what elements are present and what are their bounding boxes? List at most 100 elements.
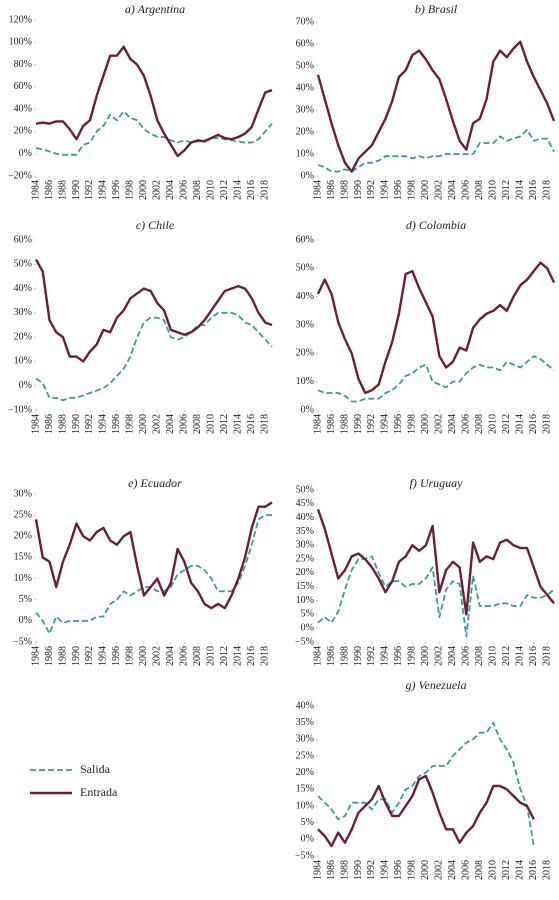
x-tick-label: 2000	[420, 646, 431, 666]
x-tick-label: 1992	[84, 646, 95, 666]
y-tick-label: 5%	[301, 609, 314, 620]
x-tick-label: 2002	[434, 860, 445, 880]
series-line	[317, 355, 555, 403]
x-tick-label: 2008	[474, 860, 485, 880]
x-tick-label: 2006	[461, 180, 472, 200]
x-tick-label: 1992	[366, 860, 377, 880]
x-tick-label: 2008	[474, 180, 485, 200]
x-tick-label: 2014	[515, 860, 526, 880]
x-tick-label: 2016	[528, 646, 539, 666]
x-tick-label: 2006	[179, 180, 190, 200]
x-tick-label: 2002	[434, 414, 445, 434]
x-tick-label: 2014	[515, 414, 526, 434]
x-tick-label: 2004	[165, 180, 176, 200]
y-tick-label: 5%	[19, 594, 32, 605]
y-tick-label: 10%	[296, 800, 314, 811]
x-tick-label: 2000	[138, 414, 149, 434]
series-line	[316, 261, 556, 395]
x-tick-label: 1988	[339, 860, 350, 880]
x-tick-label: 1986	[44, 646, 55, 666]
x-tick-label: 1988	[57, 180, 68, 200]
x-tick-label: 2002	[434, 646, 445, 666]
x-tick-label: 2004	[447, 860, 458, 880]
y-tick-label: 0%	[19, 615, 32, 626]
y-tick-label: 0%	[19, 380, 32, 391]
x-tick-label: 1998	[125, 180, 136, 200]
y-tick-label: 25%	[14, 509, 32, 520]
x-tick-label: 2008	[192, 646, 203, 666]
y-tick-label: 5%	[301, 817, 314, 828]
x-tick-label: 1986	[44, 180, 55, 200]
x-tick-label: 2008	[192, 414, 203, 434]
x-tick-label: 1992	[84, 414, 95, 434]
x-tick-label: 2016	[528, 414, 539, 434]
x-tick-label: 1998	[407, 180, 418, 200]
x-tick-label: 2000	[138, 180, 149, 200]
x-tick-label: 1984	[30, 646, 41, 666]
chart-title: g) Venezuela	[406, 678, 467, 692]
x-tick-label: 2006	[461, 414, 472, 434]
y-tick-label: 20%	[296, 348, 314, 359]
y-tick-label: 40%	[296, 82, 314, 93]
y-tick-label: 40%	[296, 291, 314, 302]
legend-label: Salida	[80, 762, 111, 776]
x-tick-label: 2018	[542, 180, 553, 200]
x-tick-label: 2000	[138, 646, 149, 666]
series-line	[317, 774, 535, 848]
x-tick-label: 1984	[30, 414, 41, 434]
series-line	[35, 514, 272, 635]
x-tick-label: 1986	[326, 860, 337, 880]
x-tick-label: 2018	[542, 860, 553, 880]
y-tick-label: 40%	[296, 512, 314, 523]
x-tick-label: 2010	[488, 860, 499, 880]
x-tick-label: 2004	[165, 646, 176, 666]
x-tick-label: 2010	[206, 646, 217, 666]
x-tick-label: 2002	[152, 414, 163, 434]
y-tick-label: 10%	[296, 376, 314, 387]
series-line	[35, 311, 273, 402]
x-tick-label: 1992	[366, 414, 377, 434]
x-tick-label: 2012	[501, 180, 512, 200]
x-tick-label: 1990	[353, 646, 364, 666]
y-tick-label: 0%	[301, 834, 314, 845]
x-tick-label: 2006	[179, 414, 190, 434]
chart-title: a) Argentina	[125, 2, 185, 16]
x-tick-label: 1988	[339, 414, 350, 434]
x-tick-label: 1990	[71, 414, 82, 434]
x-tick-label: 1992	[366, 646, 377, 666]
x-tick-label: 2004	[447, 414, 458, 434]
chart-title: e) Ecuador	[128, 476, 182, 490]
x-tick-label: 1986	[326, 180, 337, 200]
x-tick-label: 2004	[447, 180, 458, 200]
series-line	[317, 721, 535, 847]
x-tick-label: 2002	[152, 180, 163, 200]
x-tick-label: 1986	[44, 414, 55, 434]
x-tick-label: 2018	[542, 646, 553, 666]
x-tick-label: 2006	[461, 646, 472, 666]
x-tick-label: 1994	[380, 414, 391, 434]
x-tick-label: 1984	[312, 646, 323, 666]
x-tick-label: 1990	[353, 860, 364, 880]
x-tick-label: 1990	[353, 414, 364, 434]
x-tick-label: 1994	[380, 180, 391, 200]
x-tick-label: 2016	[528, 860, 539, 880]
x-tick-label: 2002	[152, 646, 163, 666]
x-tick-label: 1996	[393, 180, 404, 200]
x-tick-label: 2010	[488, 646, 499, 666]
series-line	[317, 128, 555, 173]
chart-title: b) Brasil	[415, 2, 458, 16]
x-tick-label: 1986	[326, 646, 337, 666]
y-tick-label: 10%	[14, 356, 32, 367]
y-tick-label: 0%	[301, 170, 314, 181]
series-line	[317, 555, 555, 638]
y-tick-label: −5%	[295, 850, 314, 861]
legend-label: Entrada	[80, 785, 118, 799]
y-tick-label: 30%	[296, 540, 314, 551]
series-line	[35, 45, 273, 158]
y-tick-label: 10%	[296, 595, 314, 606]
y-tick-label: 40%	[296, 700, 314, 711]
x-tick-label: 1984	[312, 860, 323, 880]
chart-title: d) Colombia	[406, 218, 466, 232]
x-tick-label: 2018	[542, 414, 553, 434]
y-tick-label: 25%	[296, 750, 314, 761]
